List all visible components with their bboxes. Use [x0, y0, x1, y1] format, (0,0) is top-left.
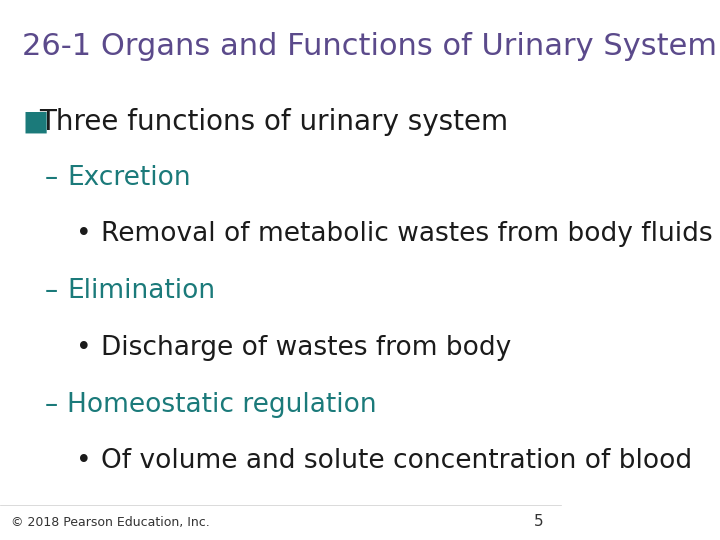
Text: Discharge of wastes from body: Discharge of wastes from body [101, 335, 511, 361]
Text: Of volume and solute concentration of blood: Of volume and solute concentration of bl… [101, 448, 692, 474]
Text: © 2018 Pearson Education, Inc.: © 2018 Pearson Education, Inc. [12, 516, 210, 529]
Text: •: • [76, 335, 91, 361]
Text: Removal of metabolic wastes from body fluids: Removal of metabolic wastes from body fl… [101, 221, 713, 247]
Text: •: • [76, 448, 91, 474]
Text: –: – [45, 278, 58, 304]
Text: ■: ■ [22, 108, 49, 136]
Text: Elimination: Elimination [67, 278, 215, 304]
Text: –: – [45, 392, 58, 417]
Text: 5: 5 [534, 514, 544, 529]
Text: Homeostatic regulation: Homeostatic regulation [67, 392, 377, 417]
Text: •: • [76, 221, 91, 247]
Text: –: – [45, 165, 58, 191]
Text: 26-1 Organs and Functions of Urinary System: 26-1 Organs and Functions of Urinary Sys… [22, 32, 717, 62]
Text: Excretion: Excretion [67, 165, 191, 191]
Text: Three functions of urinary system: Three functions of urinary system [40, 108, 508, 136]
